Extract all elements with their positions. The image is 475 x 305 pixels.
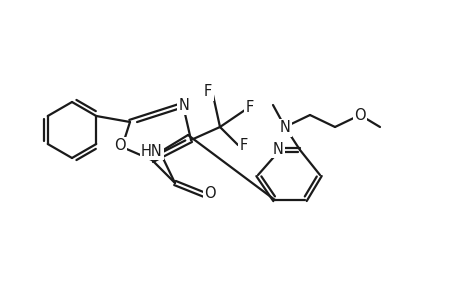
Text: HN: HN	[141, 143, 163, 159]
Text: O: O	[204, 185, 216, 200]
Text: N: N	[179, 99, 190, 113]
Text: N: N	[280, 120, 290, 135]
Text: O: O	[114, 138, 126, 153]
Text: F: F	[204, 84, 212, 99]
Text: N: N	[273, 142, 284, 156]
Text: F: F	[246, 99, 254, 114]
Text: F: F	[240, 138, 248, 152]
Text: O: O	[354, 109, 366, 124]
